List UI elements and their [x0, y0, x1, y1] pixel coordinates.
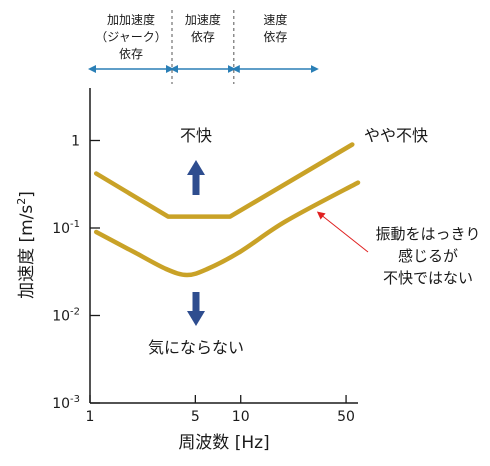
- y-tick-label-2: 10-2: [52, 307, 80, 325]
- y-tick-label-exp-2: -2: [70, 307, 80, 318]
- region-label-2-1: 依存: [263, 29, 287, 44]
- x-tick-label-0: 1: [86, 409, 95, 425]
- y-tick-label-exp-3: -3: [70, 394, 80, 405]
- down-arrow-icon: [187, 292, 205, 326]
- y-tick-label-base-3: 10: [52, 396, 70, 412]
- series: [93, 142, 361, 278]
- region-label-2-0: 速度: [263, 12, 287, 27]
- pointer-arrow: [316, 211, 369, 253]
- y-tick-label-base-2: 10: [52, 309, 70, 325]
- y-axis-label: 加速度 [m/s2]: [15, 191, 37, 299]
- label-middle: 振動をはっきり 感じるが 不快ではない: [375, 225, 480, 287]
- y-tick-label-0: 1: [71, 134, 80, 150]
- up-arrow-icon: [187, 160, 205, 195]
- y-tick-label-3: 10-3: [52, 394, 80, 412]
- region-label-1-0: 加速度: [185, 12, 221, 27]
- y-ticks: 110-110-210-3: [52, 134, 100, 412]
- x-tick-label-2: 10: [232, 409, 250, 425]
- x-tick-label-1: 5: [191, 409, 200, 425]
- region-label-1-1: 依存: [191, 29, 215, 44]
- label-middle-line-3: 不快ではない: [383, 269, 473, 287]
- y-tick-label-exp-1: -1: [70, 219, 80, 230]
- series-line-1: [93, 180, 361, 278]
- label-discomfort: 不快: [180, 126, 212, 145]
- region-label-0-2: 依存: [119, 46, 143, 61]
- y-axis-label-sup: 2: [15, 198, 28, 205]
- x-tick-label-3: 50: [337, 409, 355, 425]
- label-slight-discomfort: やや不快: [364, 126, 428, 145]
- y-axis-label-close: ]: [17, 191, 37, 198]
- y-tick-label-base-1: 10: [52, 221, 70, 237]
- x-ticks: 1 5 10 50: [86, 395, 355, 425]
- label-middle-line-2: 感じるが: [398, 247, 458, 265]
- series-line-0: [93, 142, 355, 219]
- y-tick-label-1: 10-1: [52, 219, 80, 237]
- y-axis-label-main: 加速度 [m/s: [17, 205, 37, 299]
- region-label-0-1: （ジャーク）: [95, 30, 166, 44]
- y-tick-label-base-0: 1: [71, 134, 80, 150]
- region-label-0-0: 加加速度: [107, 12, 155, 27]
- x-axis-label: 周波数 [Hz]: [178, 433, 269, 453]
- label-middle-line-1: 振動をはっきり: [375, 225, 480, 243]
- label-unnoticed: 気にならない: [148, 338, 244, 357]
